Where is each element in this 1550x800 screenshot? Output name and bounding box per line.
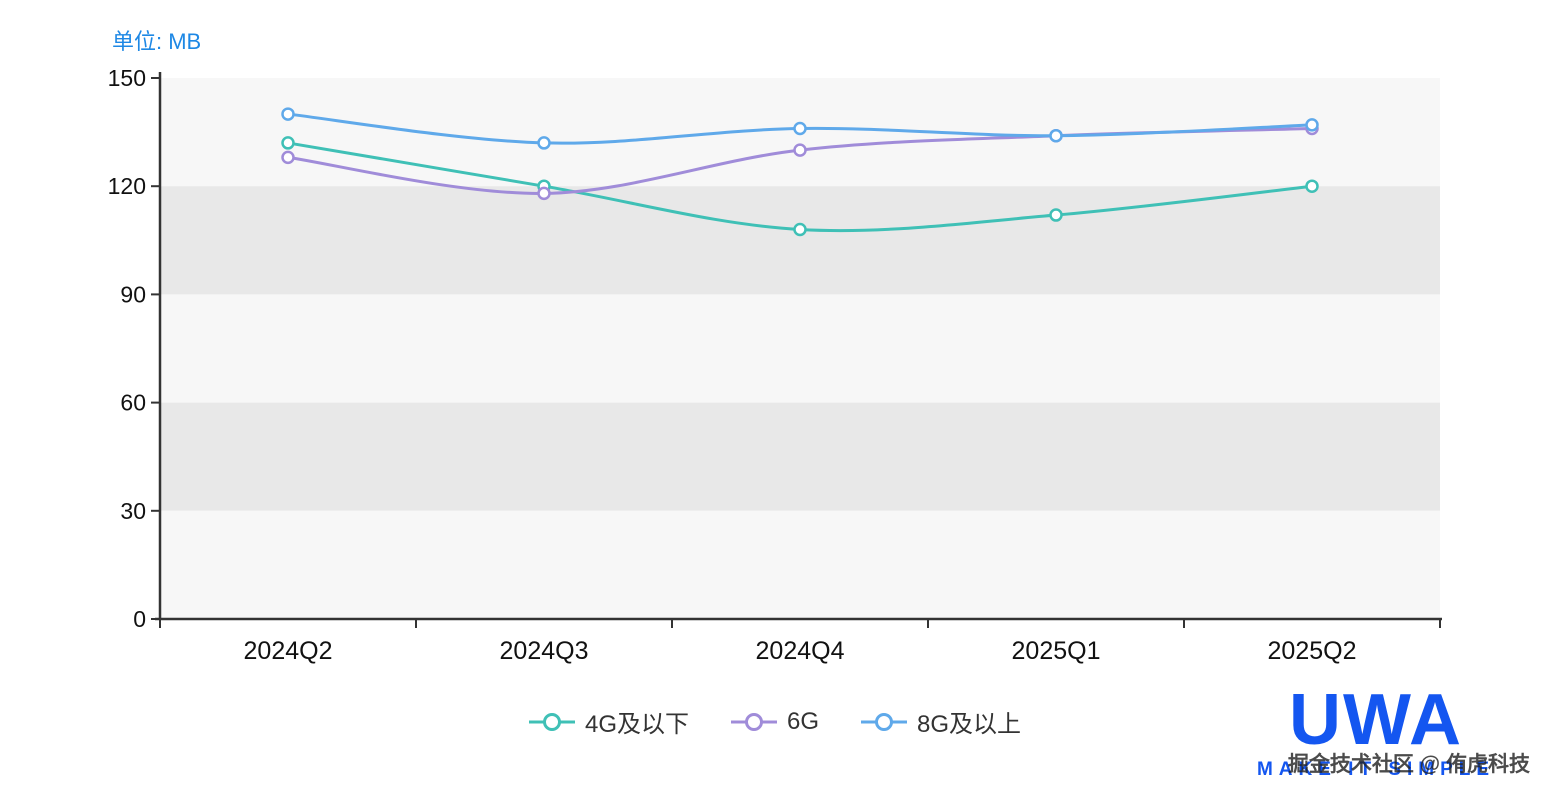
x-axis-category-label: 2024Q3 bbox=[500, 637, 589, 665]
legend-marker-icon bbox=[861, 712, 907, 731]
series-point-0[interactable] bbox=[281, 136, 295, 150]
series-point-1[interactable] bbox=[537, 186, 551, 201]
series-point-0[interactable] bbox=[793, 222, 807, 237]
y-axis-unit-label: 单位: MB bbox=[112, 29, 202, 54]
legend-item-1[interactable]: 6G bbox=[730, 707, 819, 736]
legend-label: 6G bbox=[786, 707, 819, 735]
legend-label: 4G及以下 bbox=[584, 711, 689, 738]
split-area-band bbox=[160, 510, 1440, 619]
logo-tagline: MAKE IT SIMPLE bbox=[1256, 759, 1496, 780]
x-axis-category-label: 2024Q2 bbox=[244, 637, 333, 665]
legend-label: 8G及以上 bbox=[917, 711, 1022, 738]
legend-marker-icon bbox=[528, 712, 575, 731]
legend-marker-icon bbox=[730, 712, 777, 731]
split-area-band bbox=[160, 186, 1440, 295]
series-point-2[interactable] bbox=[1305, 118, 1319, 132]
series-point-2[interactable] bbox=[793, 121, 807, 136]
y-axis-tick-label: 90 bbox=[120, 281, 146, 307]
series-point-2[interactable] bbox=[281, 107, 295, 121]
split-area-band bbox=[160, 402, 1440, 511]
watermark-text: 掘金技术社区 @ 侑虎科技 bbox=[1287, 753, 1530, 776]
series-point-2[interactable] bbox=[1049, 128, 1063, 143]
y-axis-tick-label: 0 bbox=[133, 606, 146, 632]
series-point-0[interactable] bbox=[1049, 208, 1063, 222]
x-axis-category-label: 2025Q1 bbox=[1012, 637, 1101, 665]
split-area-band bbox=[160, 294, 1440, 403]
x-axis-category-label: 2024Q4 bbox=[756, 637, 845, 665]
legend-item-2[interactable]: 8G及以上 bbox=[861, 704, 1021, 739]
logo-text: UWA bbox=[1289, 680, 1463, 760]
y-axis-tick-label: 60 bbox=[120, 390, 146, 416]
legend-item-0[interactable]: 4G及以下 bbox=[528, 704, 689, 739]
series-point-1[interactable] bbox=[793, 143, 807, 157]
y-axis-tick-label: 30 bbox=[120, 498, 146, 524]
series-point-2[interactable] bbox=[537, 136, 551, 150]
x-axis-category-label: 2025Q2 bbox=[1268, 637, 1357, 665]
y-axis-tick-label: 120 bbox=[108, 173, 146, 199]
y-axis-tick-label: 150 bbox=[108, 65, 146, 91]
series-point-1[interactable] bbox=[281, 150, 295, 165]
logo: UWA MAKE IT SIMPLE bbox=[1226, 684, 1526, 779]
legend: 4G及以下 6G 8G及以上 bbox=[0, 704, 1550, 739]
series-point-0[interactable] bbox=[1305, 179, 1319, 193]
